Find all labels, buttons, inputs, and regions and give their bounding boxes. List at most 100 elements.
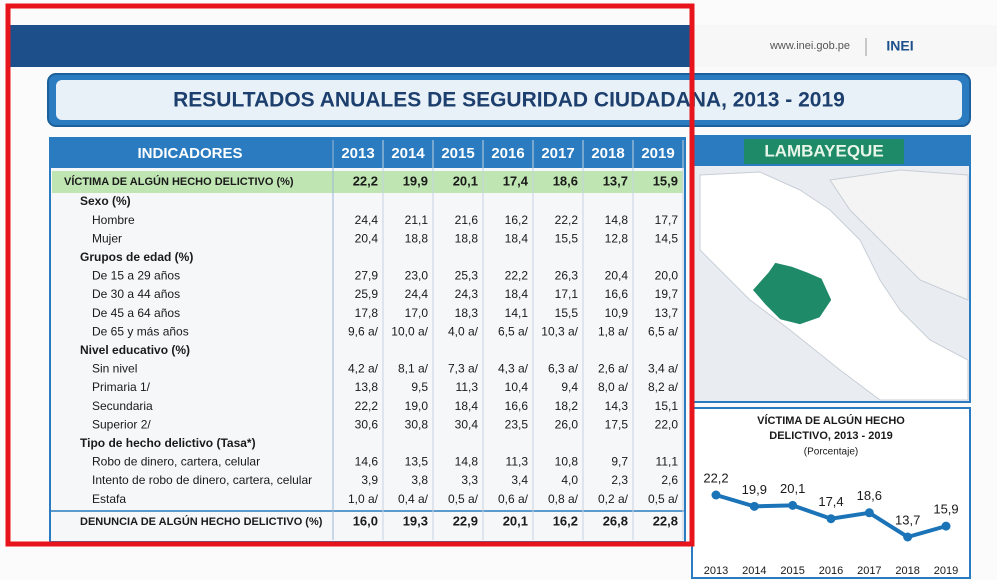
cell: 4,3 a/ xyxy=(498,362,529,376)
cell: 13,7 xyxy=(603,173,628,188)
cell: 30,8 xyxy=(405,417,429,431)
page: www.inei.gob.pe INEI RESULTADOS ANUALES … xyxy=(0,0,997,580)
header-cell: 2013 xyxy=(341,145,374,162)
cell: 18,8 xyxy=(405,231,429,245)
cell: 18,8 xyxy=(455,231,479,245)
row-label: VÍCTIMA DE ALGÚN HECHO DELICTIVO (%) xyxy=(64,175,294,188)
header-cell: INDICADORES xyxy=(137,145,242,162)
row-label: DENUNCIA DE ALGÚN HECHO DELICTIVO (%) xyxy=(80,515,323,528)
cell: 10,8 xyxy=(555,455,579,469)
cell: 17,7 xyxy=(655,213,679,227)
cell: 17,5 xyxy=(605,417,629,431)
row-label: Sin nivel xyxy=(92,362,137,376)
cell: 4,0 xyxy=(561,473,578,487)
cell: 19,0 xyxy=(405,399,429,413)
cell: 19,7 xyxy=(655,287,679,301)
cell: 16,6 xyxy=(505,399,529,413)
cell: 16,2 xyxy=(505,213,529,227)
section-title: Sexo (%) xyxy=(80,194,131,208)
cell: 4,0 a/ xyxy=(448,324,479,338)
cell: 6,3 a/ xyxy=(548,362,579,376)
row-label: De 65 y más años xyxy=(92,324,189,338)
cell: 3,4 a/ xyxy=(648,362,679,376)
row-label: Estafa xyxy=(92,492,126,506)
cell: 18,4 xyxy=(455,399,479,413)
cell: 22,9 xyxy=(453,513,478,528)
cell: 17,4 xyxy=(503,173,529,188)
cell: 18,6 xyxy=(553,173,578,188)
cell: 14,8 xyxy=(455,455,479,469)
cell: 12,8 xyxy=(605,231,629,245)
cell: 18,2 xyxy=(555,399,579,413)
cell: 24,4 xyxy=(355,213,379,227)
point xyxy=(750,502,759,511)
cell: 23,0 xyxy=(405,269,429,283)
cell: 22,2 xyxy=(355,399,379,413)
cell: 18,3 xyxy=(455,306,479,320)
cell: 15,9 xyxy=(653,173,678,188)
cell: 7,3 a/ xyxy=(448,362,479,376)
cell: 14,6 xyxy=(355,455,379,469)
cell: 26,8 xyxy=(603,513,628,528)
row-label: De 30 a 44 años xyxy=(92,287,180,301)
header-cell: 2016 xyxy=(491,145,524,162)
cell: 1,8 a/ xyxy=(598,324,629,338)
row-label: Secundaria xyxy=(92,399,153,413)
value-label: 18,6 xyxy=(857,488,882,503)
cell: 14,3 xyxy=(605,399,629,413)
cell: 15,1 xyxy=(655,399,679,413)
value-label: 15,9 xyxy=(933,502,958,517)
cell: 2,3 xyxy=(611,473,628,487)
chart-subtitle: (Porcentaje) xyxy=(804,447,858,458)
cell: 22,2 xyxy=(505,269,529,283)
section-title: Grupos de edad (%) xyxy=(80,250,193,264)
cell: 8,2 a/ xyxy=(648,380,679,394)
cell: 10,4 xyxy=(505,380,529,394)
cell: 16,0 xyxy=(353,513,378,528)
header-cell: 2019 xyxy=(641,145,674,162)
cell: 19,9 xyxy=(403,173,428,188)
point xyxy=(827,514,836,523)
cell: 11,3 xyxy=(456,380,479,394)
point xyxy=(712,491,721,500)
cell: 9,7 xyxy=(611,455,628,469)
site-url: www.inei.gob.pe xyxy=(769,40,850,52)
value-label: 17,4 xyxy=(818,494,843,509)
cell: 9,4 xyxy=(561,380,578,394)
cell: 10,3 a/ xyxy=(541,324,578,338)
logo: INEI xyxy=(886,38,913,54)
cell: 22,8 xyxy=(653,513,678,528)
cell: 6,5 a/ xyxy=(648,324,679,338)
cell: 27,9 xyxy=(355,269,379,283)
section-title: Tipo de hecho delictivo (Tasa*) xyxy=(80,436,256,450)
point xyxy=(788,501,797,510)
cell: 20,0 xyxy=(655,269,679,283)
cell: 19,3 xyxy=(403,513,428,528)
cell: 11,3 xyxy=(506,455,529,469)
row-label: Primaria 1/ xyxy=(92,380,151,394)
cell: 17,1 xyxy=(555,287,579,301)
cell: 10,0 a/ xyxy=(391,324,428,338)
row-label: Mujer xyxy=(92,231,122,245)
chart-title: VÍCTIMA DE ALGÚN HECHO xyxy=(757,414,905,427)
x-tick-label: 2014 xyxy=(742,565,766,577)
value-label: 20,1 xyxy=(780,481,805,496)
cell: 17,8 xyxy=(355,306,379,320)
cell: 24,4 xyxy=(405,287,429,301)
cell: 13,8 xyxy=(355,380,379,394)
header-cell: 2017 xyxy=(541,145,574,162)
value-label: 19,9 xyxy=(742,482,767,497)
cell: 14,8 xyxy=(605,213,629,227)
cell: 26,3 xyxy=(555,269,579,283)
cell: 18,4 xyxy=(505,287,529,301)
cell: 15,5 xyxy=(555,231,579,245)
cell: 16,2 xyxy=(553,513,578,528)
cell: 8,1 a/ xyxy=(398,362,429,376)
x-tick-label: 2013 xyxy=(704,565,728,577)
cell: 26,0 xyxy=(555,417,579,431)
row-label: Superior 2/ xyxy=(92,417,151,431)
map-label: LAMBAYEQUE xyxy=(764,141,883,160)
cell: 22,0 xyxy=(655,417,679,431)
x-tick-label: 2016 xyxy=(819,565,843,577)
value-label: 13,7 xyxy=(895,512,920,527)
